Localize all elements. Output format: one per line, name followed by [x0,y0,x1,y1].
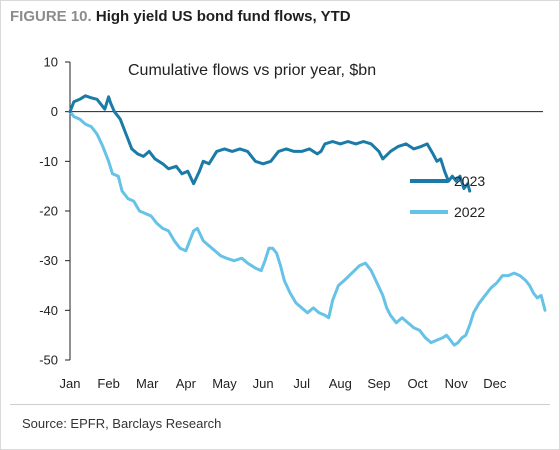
x-tick-label: Jan [60,376,81,391]
chart-subtitle: Cumulative flows vs prior year, $bn [128,62,377,79]
y-tick-label: -10 [39,154,58,169]
y-tick-label: -50 [39,353,58,368]
x-tick-label: Oct [407,376,428,391]
y-tick-label: -20 [39,204,58,219]
y-tick-label: 10 [44,55,58,70]
x-tick-label: Jun [253,376,274,391]
series-line-2023 [68,94,472,193]
legend-label-2022: 2022 [454,204,485,220]
y-tick-label: -30 [39,253,58,268]
figure-label: FIGURE 10. [10,8,92,25]
figure-title-text: High yield US bond fund flows, YTD [95,8,351,25]
x-tick-label: May [212,376,237,391]
x-tick-label: Nov [445,376,469,391]
x-tick-label: Sep [367,376,390,391]
y-tick-label: -40 [39,303,58,318]
x-tick-label: Apr [176,376,197,391]
legend-label-2023: 2023 [454,173,485,189]
x-tick-label: Dec [483,376,507,391]
figure-title: FIGURE 10. High yield US bond fund flows… [10,8,351,25]
x-tick-label: Jul [293,376,310,391]
y-tick-label: 0 [51,104,58,119]
x-tick-label: Aug [329,376,352,391]
source-divider [10,404,550,405]
source-note: Source: EPFR, Barclays Research [22,416,222,431]
series-line-2022 [68,110,547,347]
x-tick-label: Mar [136,376,159,391]
x-tick-label: Feb [97,376,119,391]
